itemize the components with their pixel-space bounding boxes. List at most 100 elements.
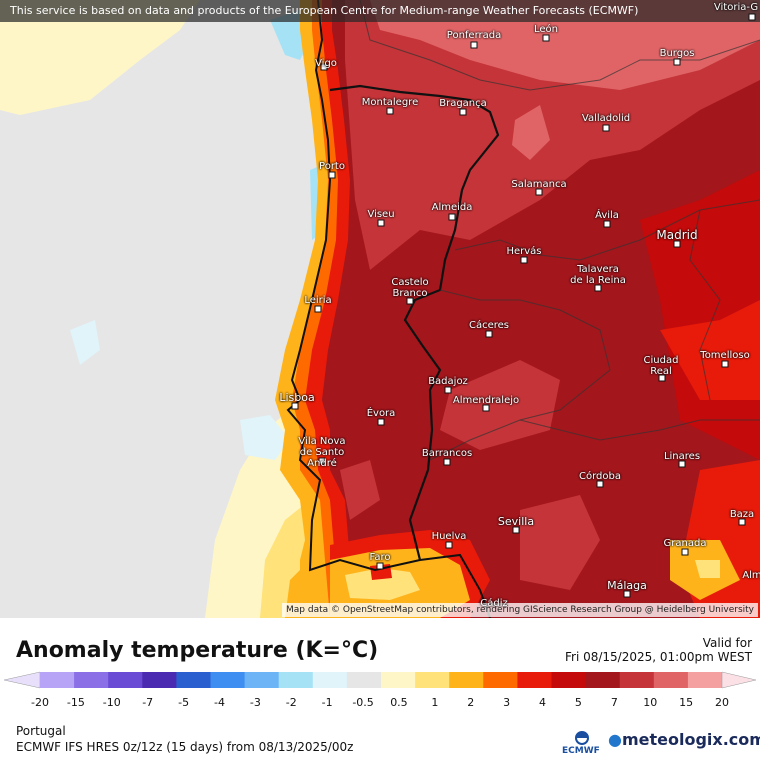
colorbar-segment bbox=[687, 672, 723, 688]
city-marker-braganca bbox=[459, 108, 467, 116]
city-label-porto: Porto bbox=[319, 161, 345, 172]
city-label-sevilla: Sevilla bbox=[497, 515, 535, 528]
map-canvas bbox=[0, 0, 760, 618]
ecmwf-logo-text: ECMWF bbox=[562, 746, 600, 756]
city-marker-baza bbox=[738, 518, 746, 526]
colorbar-segment bbox=[176, 672, 211, 688]
yellow-zone-granada bbox=[695, 560, 720, 578]
city-label-salamanca: Salamanca bbox=[511, 179, 567, 190]
city-marker-porto bbox=[328, 171, 336, 179]
city-label-avila: Ávila bbox=[595, 210, 619, 221]
city-marker-viseu bbox=[377, 219, 385, 227]
city-marker-ponferrada bbox=[470, 41, 478, 49]
coastline bbox=[286, 0, 491, 618]
city-marker-castelo-branco bbox=[406, 297, 414, 305]
colorbar-segment bbox=[244, 672, 280, 688]
map-title: Anomaly temperature (K=°C) bbox=[16, 638, 379, 663]
colorbar-tick-label: -10 bbox=[102, 696, 121, 709]
city-marker-leiria bbox=[314, 305, 322, 313]
colorbar-tick-label: -4 bbox=[213, 696, 225, 709]
city-marker-almendralejo bbox=[482, 404, 490, 412]
ecmwf-logo-icon bbox=[575, 731, 589, 745]
city-marker-vigo bbox=[320, 63, 328, 71]
city-marker-burgos bbox=[673, 58, 681, 66]
colorbar-segment bbox=[585, 672, 621, 688]
city-label-huelva: Huelva bbox=[431, 531, 467, 542]
colorbar-segment bbox=[381, 672, 416, 688]
colorbar-arrow-max bbox=[721, 671, 757, 689]
city-label-braganca: Bragança bbox=[439, 98, 487, 109]
city-marker-faro bbox=[376, 562, 384, 570]
city-label-hervas: Hervás bbox=[506, 246, 542, 257]
city-marker-huelva bbox=[445, 541, 453, 549]
city-label-malaga: Málaga bbox=[607, 579, 647, 592]
city-label-montalegre: Montalegre bbox=[361, 97, 419, 108]
cool-patch-ocean bbox=[70, 320, 100, 365]
city-marker-lisboa bbox=[291, 402, 299, 410]
region-border-andalusia bbox=[519, 419, 760, 441]
city-marker-linares bbox=[678, 460, 686, 468]
city-marker-granada bbox=[681, 548, 689, 556]
anomaly-map[interactable]: This service is based on data and produc… bbox=[0, 0, 760, 618]
colorbar-tick-label: 3 bbox=[503, 696, 511, 709]
colorbar-segment bbox=[108, 672, 143, 688]
colorbar-tick-label: 10 bbox=[643, 696, 658, 709]
colorbar-tick-label: -5 bbox=[178, 696, 190, 709]
colorbar-segment bbox=[40, 672, 75, 688]
city-label-baza: Baza bbox=[729, 509, 755, 520]
pink-patch-alentejo bbox=[340, 460, 380, 520]
colorbar-tick-label: -1 bbox=[321, 696, 333, 709]
city-label-tomelloso: Tomelloso bbox=[700, 350, 750, 361]
brand-suffix: .com bbox=[722, 730, 760, 749]
colorbar-tick-label: -3 bbox=[249, 696, 261, 709]
colorbar-arrow-min bbox=[3, 671, 41, 689]
colorbar-segment bbox=[74, 672, 109, 688]
colorbar-tick-label: 2 bbox=[467, 696, 475, 709]
city-label-almeida: Almeida bbox=[431, 202, 473, 213]
city-marker-evora bbox=[377, 418, 385, 426]
valid-label: Valid for bbox=[702, 636, 752, 650]
colorbar-segment bbox=[483, 672, 518, 688]
city-label-badajoz: Badajoz bbox=[428, 376, 468, 387]
colorbar-segment bbox=[312, 672, 348, 688]
city-label-valladolid: Valladolid bbox=[581, 113, 631, 124]
city-label-vigo: Vigo bbox=[315, 58, 337, 69]
city-marker-valladolid bbox=[602, 124, 610, 132]
colorbar-segment bbox=[551, 672, 587, 688]
city-label-viseu: Viseu bbox=[367, 209, 395, 220]
city-label-leon: León bbox=[533, 24, 559, 35]
city-label-granada: Granada bbox=[663, 538, 707, 549]
city-marker-vila-nova bbox=[318, 457, 326, 465]
city-marker-vitoria bbox=[748, 13, 756, 21]
city-label-faro: Faro bbox=[369, 552, 391, 563]
city-label-almendralejo: Almendralejo bbox=[452, 395, 520, 406]
region-border-madrid bbox=[689, 209, 721, 401]
city-marker-leon bbox=[542, 34, 550, 42]
city-marker-sevilla bbox=[512, 526, 520, 534]
city-label-lisboa: Lisboa bbox=[279, 391, 315, 404]
colorbar-segment bbox=[619, 672, 655, 688]
border-portugal-spain bbox=[329, 84, 500, 561]
model-info: ECMWF IFS HRES 0z/12z (15 days) from 08/… bbox=[16, 740, 354, 754]
city-marker-almeida bbox=[448, 213, 456, 221]
colorbar-segment bbox=[346, 672, 382, 688]
city-marker-hervas bbox=[520, 256, 528, 264]
colorbar-segment bbox=[415, 672, 450, 688]
brand-name: meteologix bbox=[621, 730, 723, 749]
colorbar-tick-label: -2 bbox=[285, 696, 297, 709]
colorbar-segment bbox=[142, 672, 177, 688]
city-label-evora: Évora bbox=[366, 408, 396, 419]
pink-patch-almendralejo bbox=[440, 360, 560, 450]
colorbar-segment bbox=[653, 672, 689, 688]
land-anomaly-north-pink bbox=[370, 0, 760, 90]
meteologix-logo[interactable]: ●meteologix.com bbox=[608, 730, 760, 749]
ocean-warm-zone-nw bbox=[0, 0, 200, 115]
city-label-vila-nova: Vila Nova de Santo André bbox=[298, 436, 346, 469]
colorbar bbox=[3, 671, 757, 689]
city-label-ponferrada: Ponferrada bbox=[446, 30, 502, 41]
colorbar-tick-label: -7 bbox=[142, 696, 154, 709]
city-marker-ciudad-real bbox=[658, 374, 666, 382]
city-marker-montalegre bbox=[386, 107, 394, 115]
city-label-barrancos: Barrancos bbox=[421, 448, 473, 459]
map-attribution[interactable]: Map data © OpenStreetMap contributors, r… bbox=[282, 603, 758, 617]
